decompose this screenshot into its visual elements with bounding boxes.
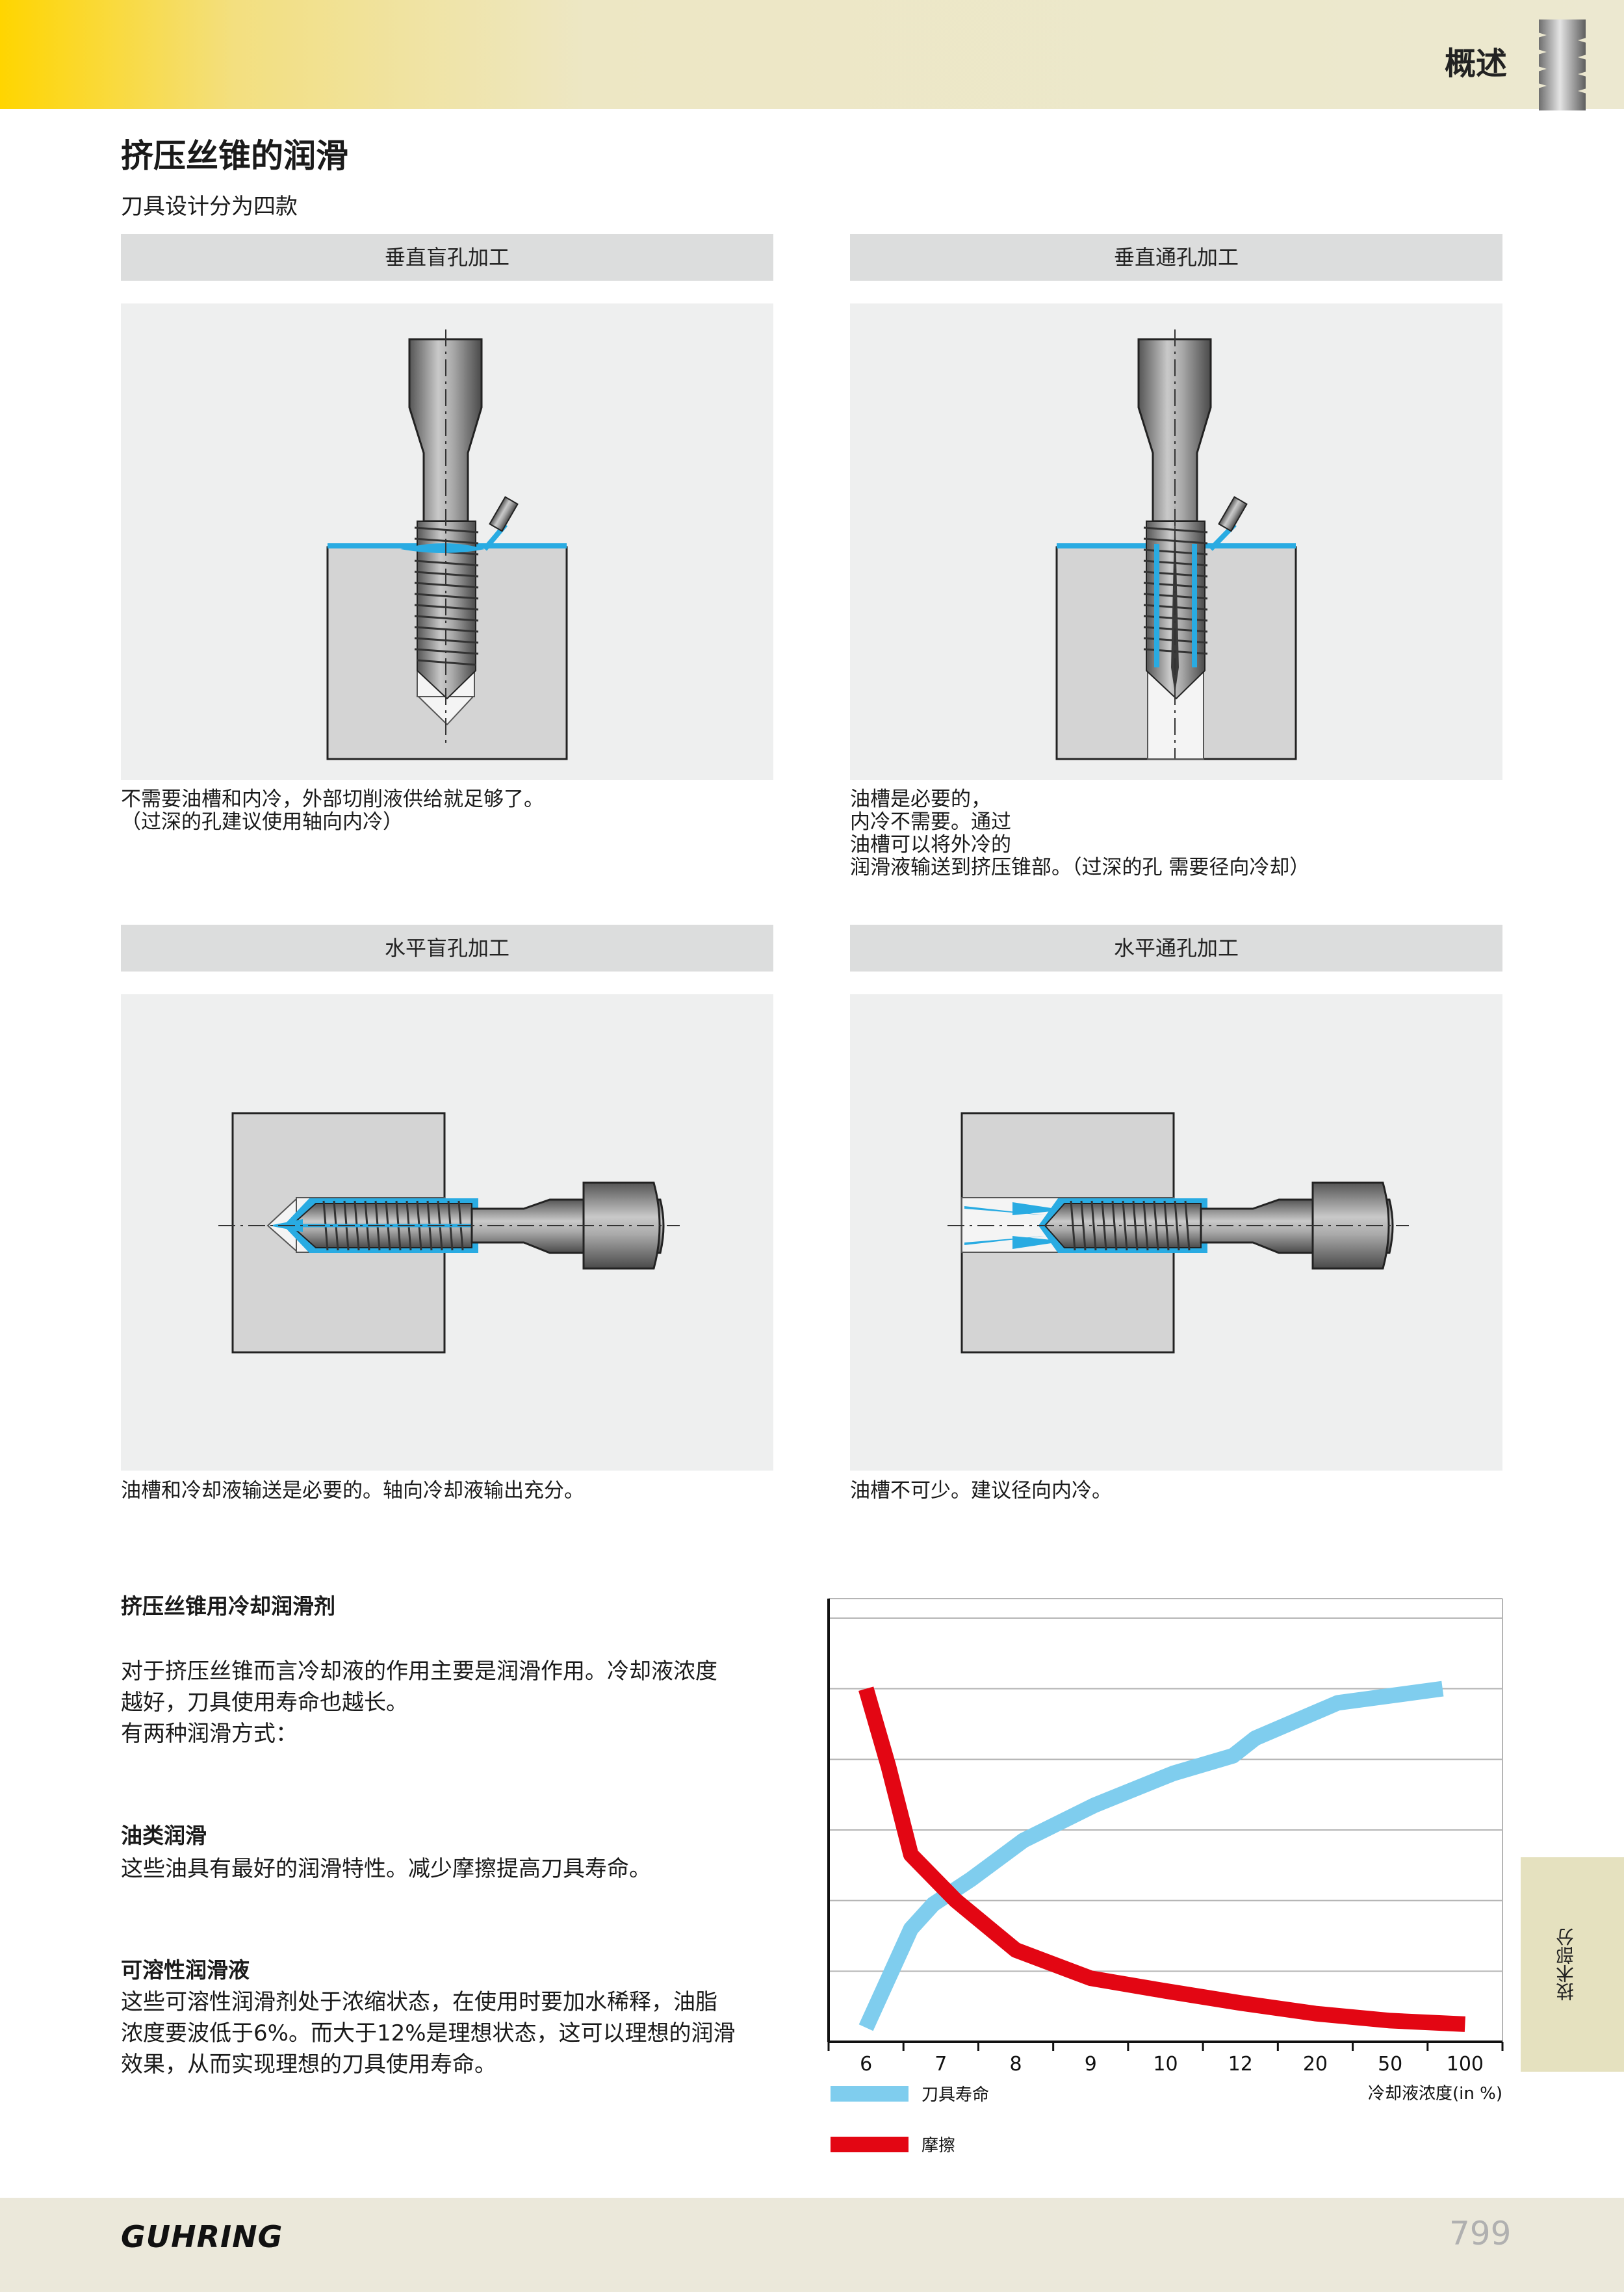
page-number: 799 [1449, 2215, 1512, 2252]
panel-heading-horizontal-blind: 水平盲孔加工 [121, 925, 773, 972]
soluble-lubricant-text: 这些可溶性润滑剂处于浓缩状态，在使用时要加水稀释，油脂 浓度要波低于6%。而大于… [121, 1989, 736, 2078]
panel-vertical-through-illustration [850, 303, 1502, 780]
tap-thread-icon [1534, 19, 1591, 110]
soluble-lubricant-heading: 可溶性润滑液 [121, 1957, 250, 1983]
chart-grid [829, 1598, 1503, 2042]
x-tick-label: 8 [1010, 2053, 1022, 2076]
section-label: 概述 [1444, 45, 1507, 82]
panel-caption-vertical-blind: 不需要油槽和内冷，外部切削液供给就足够了。 （过深的孔建议使用轴向内冷） [121, 788, 544, 834]
coolant-heading: 挤压丝锥用冷却润滑剂 [121, 1593, 335, 1619]
coolant-intro: 对于挤压丝锥而言冷却液的作用主要是润滑作用。冷却液浓度 越好，刀具使用寿命也越长… [121, 1658, 717, 1747]
coolant-concentration-chart: 6 7 8 9 10 12 20 50 100 冷却液浓度(in %) 刀具寿命 摩擦 [827, 1598, 1504, 2156]
oil-lubrication-heading: 油类润滑 [121, 1823, 207, 1848]
page-subtitle: 刀具设计分为四款 [121, 194, 298, 220]
panel-heading-horizontal-through: 水平通孔加工 [850, 925, 1502, 972]
footer-bar [0, 2198, 1624, 2292]
legend-label-tool-life: 刀具寿命 [922, 2085, 989, 2105]
chart-series [858, 1680, 1465, 2032]
oil-lubrication-text: 这些油具有最好的润滑特性。减少摩擦提高刀具寿命。 [121, 1856, 651, 1882]
x-tick-label: 10 [1153, 2053, 1178, 2076]
series-line-friction [858, 1686, 1465, 2032]
panel-heading-vertical-blind: 垂直盲孔加工 [121, 234, 773, 281]
x-tick-label: 7 [934, 2053, 947, 2076]
side-tab-label: 技术部分 [1555, 1928, 1577, 2001]
legend-label-friction: 摩擦 [922, 2136, 955, 2156]
x-tick-label: 12 [1228, 2053, 1253, 2076]
brand-logo: GUHRING [121, 2219, 283, 2254]
x-tick-label: 20 [1303, 2053, 1328, 2076]
side-tab-technical[interactable]: 技术部分 [1521, 1857, 1624, 2072]
legend-swatch-friction [831, 2137, 909, 2152]
panel-horizontal-through-illustration [850, 994, 1502, 1471]
x-axis-ticks: 6 7 8 9 10 12 20 50 100 [827, 2042, 1504, 2076]
panel-caption-horizontal-through: 油槽不可少。建议径向内冷。 [850, 1479, 1112, 1502]
x-axis-label: 冷却液浓度(in %) [1368, 2084, 1502, 2104]
page-title: 挤压丝锥的润滑 [121, 137, 348, 175]
x-tick-label: 6 [860, 2053, 872, 2076]
panel-caption-horizontal-blind: 油槽和冷却液输送是必要的。轴向冷却液输出充分。 [121, 1479, 584, 1502]
x-tick-label: 9 [1085, 2053, 1097, 2076]
x-tick-label: 100 [1447, 2053, 1484, 2076]
panel-heading-vertical-through: 垂直通孔加工 [850, 234, 1502, 281]
panel-vertical-blind-illustration [121, 303, 773, 780]
x-tick-label: 50 [1378, 2053, 1402, 2076]
series-line-tool-life [858, 1680, 1444, 2031]
panel-caption-vertical-through: 油槽是必要的， 内冷不需要。通过 油槽可以将外冷的 润滑液输送到挤压锥部。（过深… [850, 788, 1310, 879]
panel-horizontal-blind-illustration [121, 994, 773, 1471]
header-bar [0, 0, 1624, 109]
legend-swatch-tool-life [831, 2086, 909, 2102]
